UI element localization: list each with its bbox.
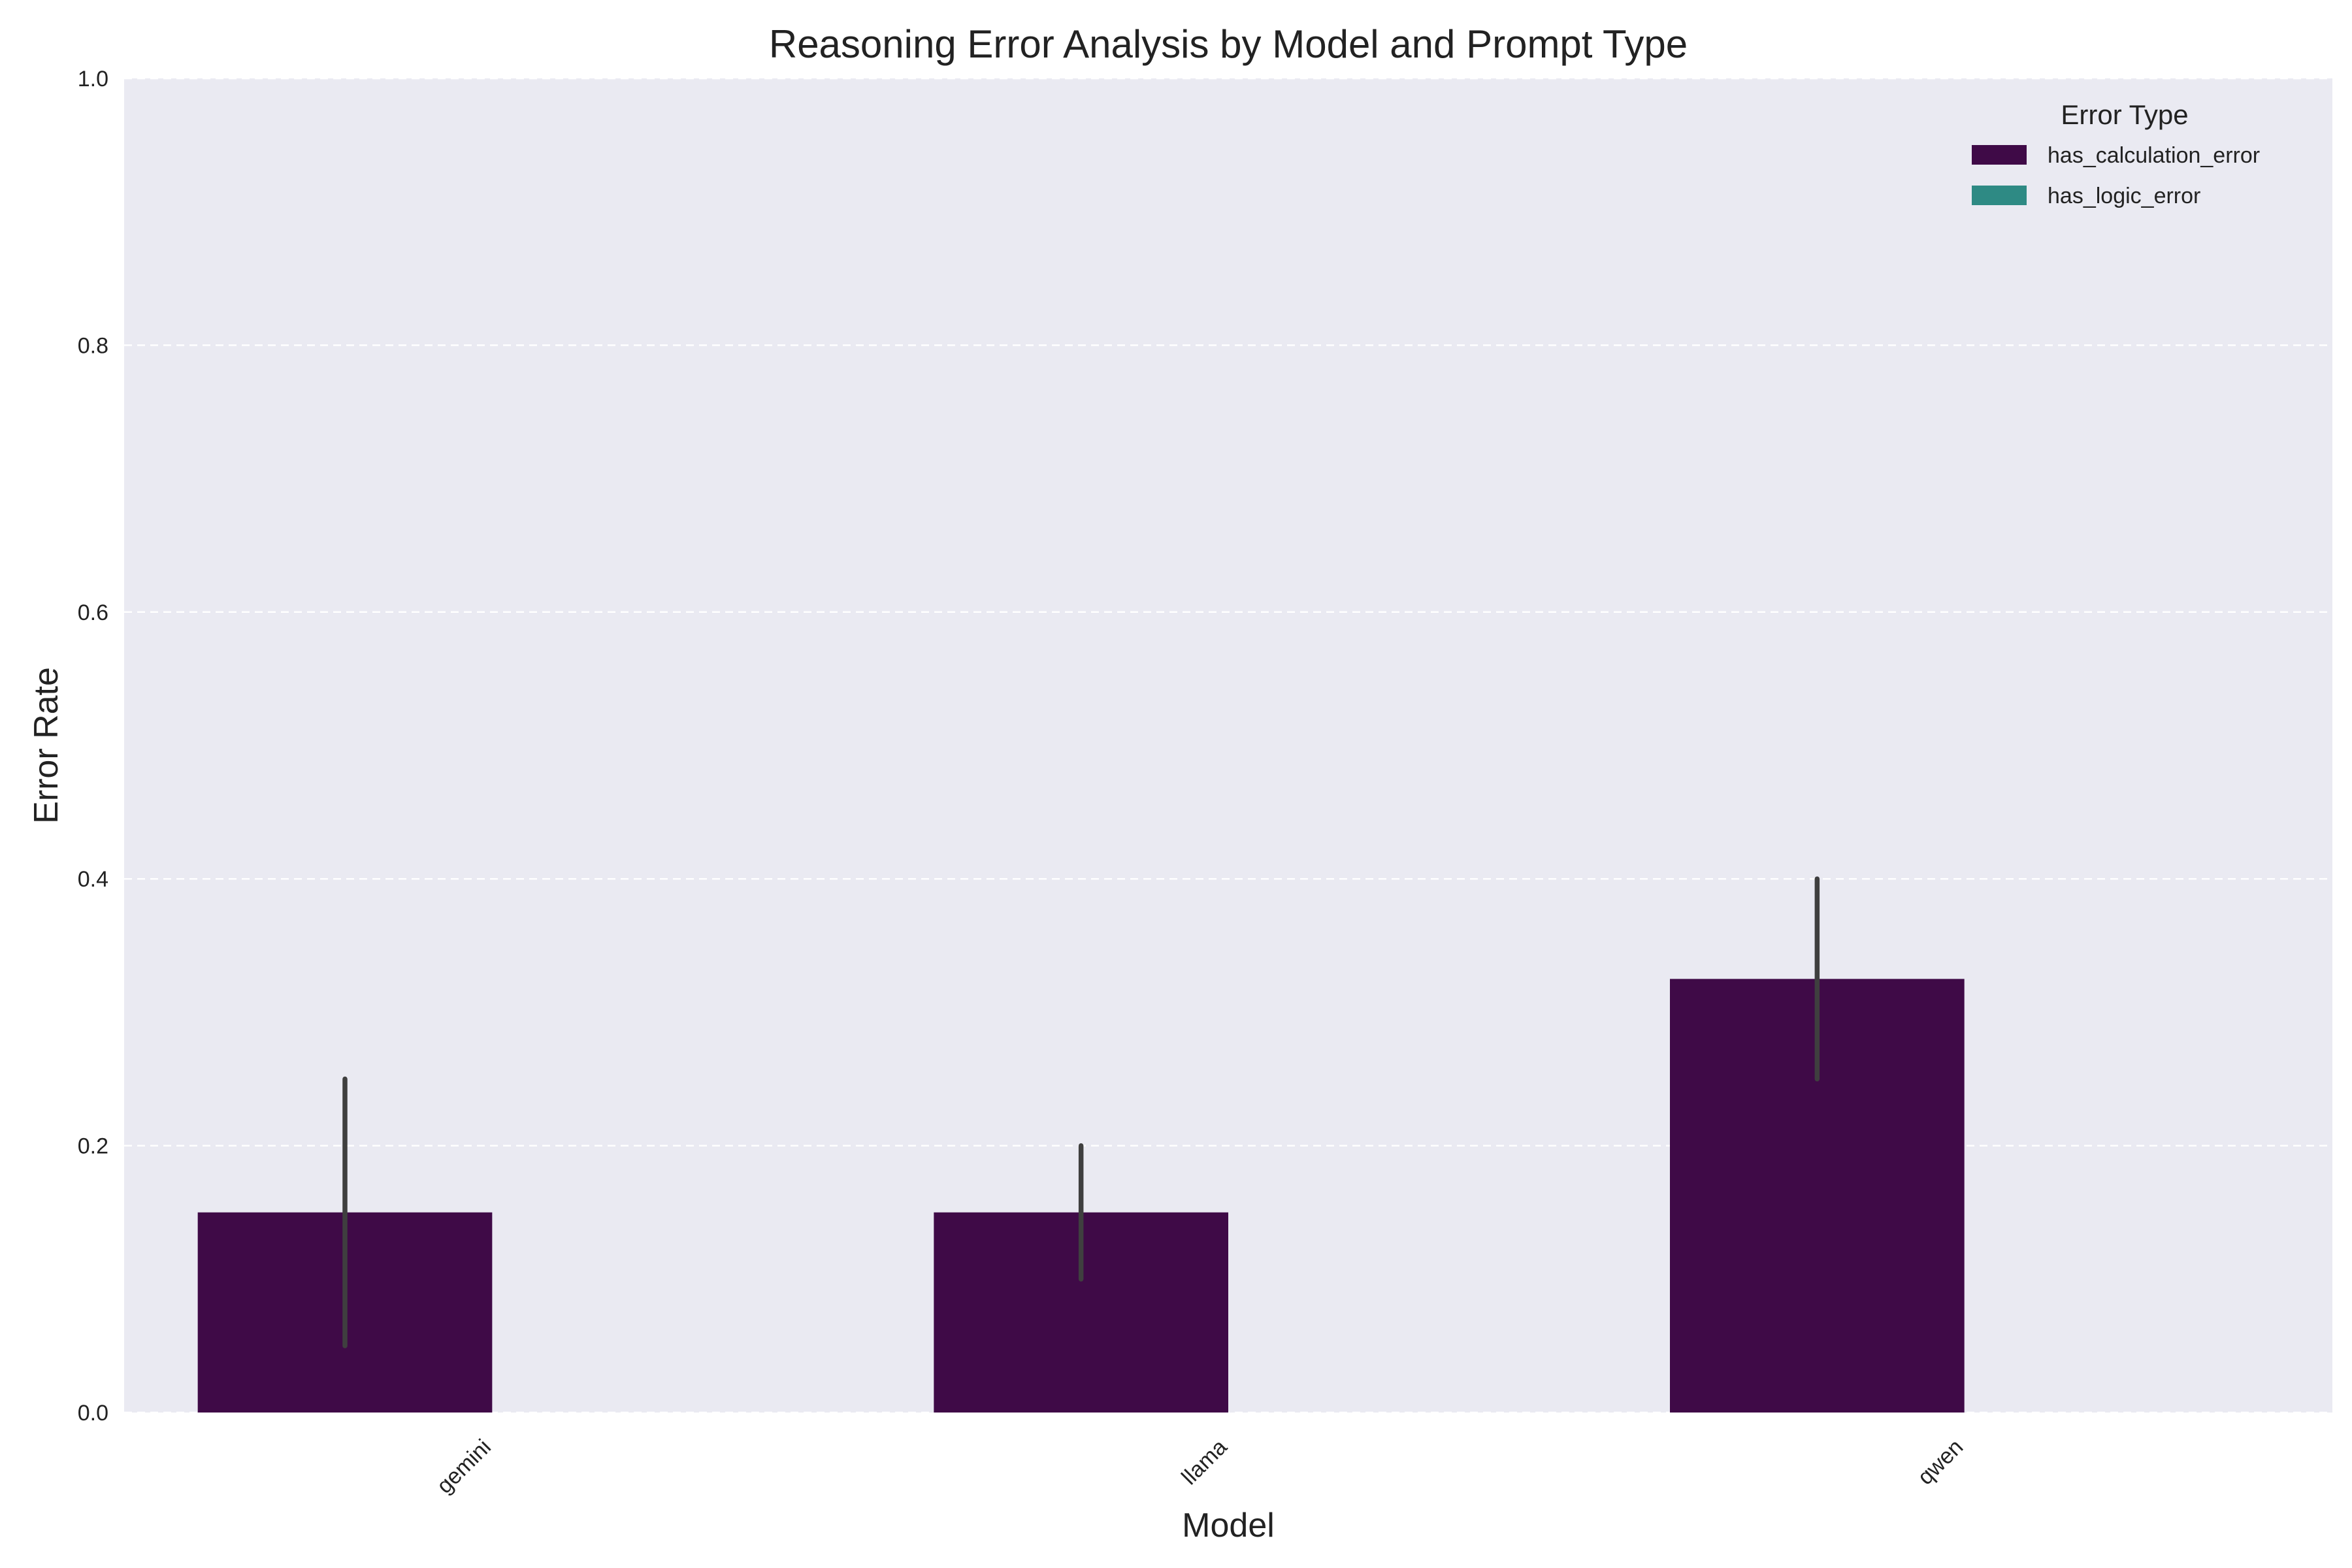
x-tick-label: gemini bbox=[432, 1435, 496, 1499]
legend-label: has_logic_error bbox=[2048, 184, 2200, 208]
y-axis-ticks: 0.0 0.2 0.4 0.6 0.8 1.0 bbox=[78, 67, 108, 1426]
legend-label: has_calculation_error bbox=[2048, 143, 2260, 168]
y-axis-label: Error Rate bbox=[27, 667, 65, 824]
chart-title: Reasoning Error Analysis by Model and Pr… bbox=[769, 22, 1688, 66]
y-tick-label: 1.0 bbox=[78, 67, 108, 91]
x-axis-ticks: gemini llama qwen bbox=[432, 1435, 1968, 1499]
x-tick-label: qwen bbox=[1913, 1435, 1968, 1490]
error-bars bbox=[342, 876, 1820, 1348]
y-tick-label: 0.8 bbox=[78, 333, 108, 358]
y-tick-label: 0.4 bbox=[78, 867, 108, 892]
legend-swatch bbox=[1972, 186, 2027, 205]
y-tick-label: 0.2 bbox=[78, 1134, 108, 1159]
legend-title: Error Type bbox=[2061, 99, 2188, 130]
y-tick-label: 0.6 bbox=[78, 600, 108, 625]
y-tick-label: 0.0 bbox=[78, 1401, 108, 1426]
x-tick-label: llama bbox=[1177, 1435, 1232, 1490]
x-axis-label: Model bbox=[1182, 1507, 1275, 1544]
legend-swatch bbox=[1972, 145, 2027, 165]
legend: Error Type has_calculation_error has_logi… bbox=[1972, 99, 2260, 208]
